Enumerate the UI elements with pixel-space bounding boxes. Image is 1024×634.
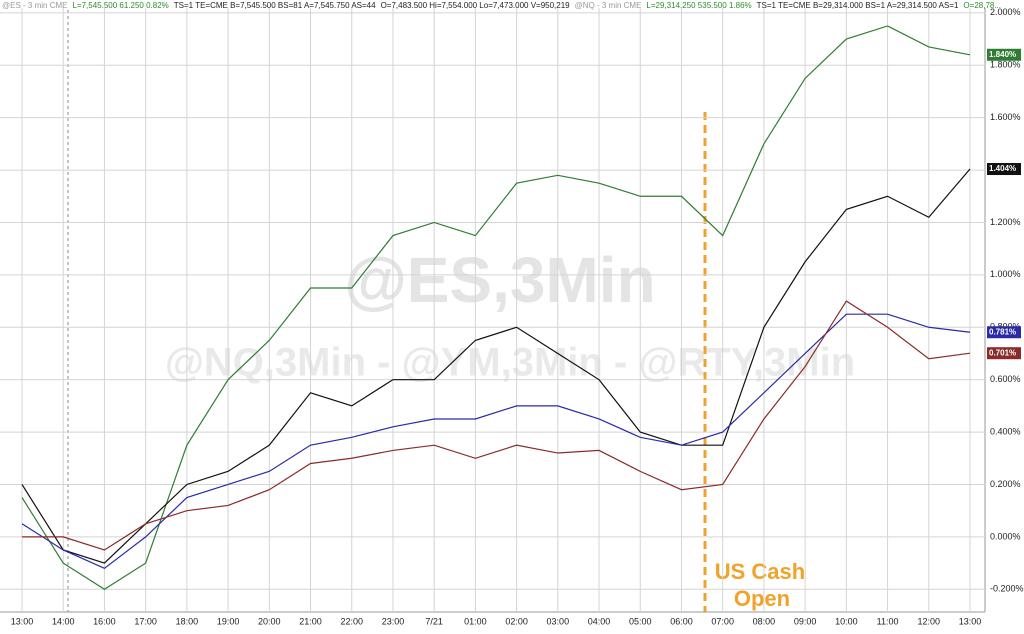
- x-tick-label: 12:00: [918, 616, 941, 626]
- header-item: L=7,545.500 61.250 0.82%: [72, 1, 168, 10]
- x-tick-label: 08:00: [753, 616, 776, 626]
- annotation: US Cash: [715, 559, 805, 584]
- y-tick-label: 0.600%: [990, 374, 1021, 384]
- end-label-box: [987, 48, 1021, 61]
- series-line: [21, 168, 971, 564]
- x-tick-label: 23:00: [382, 616, 405, 626]
- header-item: L=29,314.250 535.500 1.86%: [646, 1, 751, 10]
- series-line: [21, 313, 971, 570]
- y-tick-label: 1.200%: [990, 217, 1021, 227]
- x-tick-label: 21:00: [299, 616, 322, 626]
- watermark: @NQ,3Min - @YM,3Min - @RTY,3Min: [165, 341, 855, 385]
- x-tick-label: 10:00: [835, 616, 858, 626]
- x-tick-label: 09:00: [794, 616, 817, 626]
- x-tick-label: 02:00: [505, 616, 528, 626]
- x-tick-label: 16:00: [93, 616, 116, 626]
- series-line: [21, 25, 971, 590]
- watermark: @ES,3Min: [344, 244, 655, 316]
- header-item: @NQ - 3 min CME: [575, 1, 642, 10]
- end-label: 0.781%: [989, 327, 1016, 336]
- x-tick-label: 20:00: [258, 616, 281, 626]
- y-tick-label: 0.000%: [990, 531, 1021, 541]
- x-tick-label: 22:00: [340, 616, 363, 626]
- x-tick-label: 01:00: [464, 616, 487, 626]
- header-item: O=7,483.500 Hi=7,554.000 Lo=7,473.000 V=…: [381, 1, 571, 10]
- series-line: [22, 300, 971, 551]
- y-tick-label: 1.600%: [990, 112, 1021, 122]
- x-tick-label: 17:00: [134, 616, 157, 626]
- x-tick-label: 03:00: [547, 616, 570, 626]
- header-item: TS=1 TE=CME B=29,314.000 BS=1 A=29,314.5…: [757, 1, 959, 10]
- end-label-box: [987, 347, 1021, 360]
- header-item: @ES - 3 min CME: [2, 1, 67, 10]
- end-label-box: [987, 326, 1021, 339]
- y-tick-label: -0.200%: [990, 584, 1024, 594]
- x-tick-label: 19:00: [217, 616, 240, 626]
- y-tick-label: 0.200%: [990, 479, 1021, 489]
- x-tick-label: 07:00: [711, 616, 734, 626]
- y-tick-label: 1.800%: [990, 60, 1021, 70]
- annotation: Open: [734, 586, 790, 611]
- x-tick-label: 05:00: [629, 616, 652, 626]
- x-tick-label: 14:00: [52, 616, 75, 626]
- header-item: TS=1 TE=CME B=7,545.500 BS=81 A=7,545.75…: [174, 1, 376, 10]
- x-tick-label: 13:00: [959, 616, 982, 626]
- end-label: 1.840%: [989, 50, 1016, 59]
- end-label: 1.404%: [989, 164, 1016, 173]
- x-tick-label: 13:00: [11, 616, 34, 626]
- header-item: O=28,78...: [963, 1, 1001, 10]
- x-tick-label: 04:00: [588, 616, 611, 626]
- y-tick-label: 2.000%: [990, 7, 1021, 17]
- end-label: 0.701%: [989, 348, 1016, 357]
- x-tick-label: 18:00: [176, 616, 199, 626]
- y-tick-label: 1.000%: [990, 269, 1021, 279]
- end-label-box: [987, 163, 1021, 176]
- y-tick-label: 0.400%: [990, 426, 1021, 436]
- x-tick-label: 06:00: [670, 616, 693, 626]
- x-tick-label: 11:00: [877, 616, 899, 626]
- x-tick-label: 7/21: [425, 616, 443, 626]
